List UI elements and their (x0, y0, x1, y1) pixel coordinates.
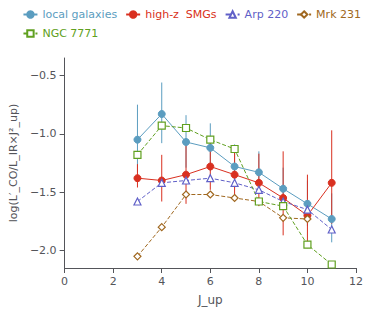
svg-text:8: 8 (255, 275, 262, 288)
svg-text:−2.0: −2.0 (30, 244, 57, 257)
svg-text:10: 10 (300, 275, 314, 288)
svg-text:0: 0 (61, 275, 68, 288)
svg-text:−1.5: −1.5 (30, 186, 57, 199)
svg-text:−1.0: −1.0 (30, 127, 57, 140)
svg-text:NGC 7771: NGC 7771 (42, 27, 98, 40)
svg-text:2: 2 (110, 275, 117, 288)
svg-text:local galaxies: local galaxies (42, 8, 117, 21)
svg-text:−0.5: −0.5 (30, 69, 57, 82)
svg-text:12: 12 (349, 275, 363, 288)
svg-text:J_up: J_up (197, 293, 223, 307)
svg-text:high-z SMGs: high-z SMGs (145, 8, 217, 21)
svg-text:log(L′_CO/L_IR×J²_up): log(L′_CO/L_IR×J²_up) (7, 104, 20, 222)
svg-text:6: 6 (207, 275, 214, 288)
svg-text:Arp 220: Arp 220 (245, 8, 289, 21)
svg-text:Mrk 231: Mrk 231 (316, 8, 361, 21)
svg-text:4: 4 (158, 275, 165, 288)
